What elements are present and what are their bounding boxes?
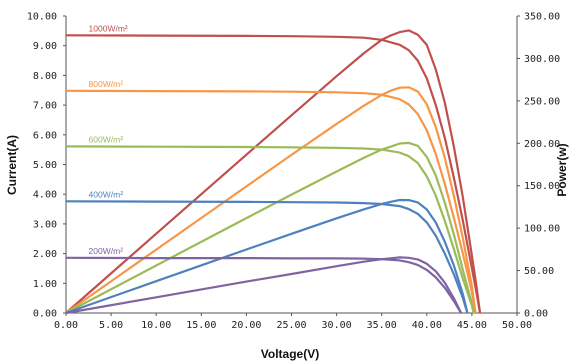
pv-curve [65,86,477,314]
y-tick-label: 2.00 [33,249,57,260]
y-tick-label: 3.00 [33,219,57,230]
iv-curve [65,34,482,314]
y-tick-label: 4.00 [33,190,57,201]
iv-curve [65,89,477,314]
iv-curve [65,256,463,314]
x-axis-ticks: 0.00 5.00 10.00 15.00 20.00 25.00 30.00 35.00 40… [54,313,532,331]
y2-tick-label: 100.00 [524,224,560,235]
irradiance-label: 1000W/m² [89,23,128,33]
irradiance-label: 600W/m² [89,134,124,144]
irradiance-label: 800W/m² [89,79,124,89]
y2-tick-label: 300.00 [524,54,560,65]
y-tick-label: 5.00 [33,160,57,171]
x-tick-label: 40.00 [412,320,442,331]
irradiance-label: 200W/m² [89,246,124,256]
y2-tick-label: 250.00 [524,96,560,107]
y-tick-label: 6.00 [33,130,57,141]
x-tick-label: 25.00 [276,320,306,331]
y-tick-label: 9.00 [33,41,57,52]
curves [65,29,482,315]
x-tick-label: 30.00 [322,320,352,331]
iv-curve [65,200,469,314]
y-tick-label: 1.00 [33,279,57,290]
y2-tick-label: 350.00 [524,12,560,23]
x-tick-label: 45.00 [457,320,487,331]
x-axis-title: Voltage(V) [261,347,319,361]
y2-axis-title: Power(w) [555,143,569,196]
pv-curve [65,29,482,314]
pv-curve [65,141,475,314]
y2-tick-label: 50.00 [524,266,554,277]
x-tick-label: 0.00 [54,320,78,331]
y2-tick-label: 200.00 [524,139,560,150]
pv-curve [65,198,469,315]
pv-curve [65,256,463,315]
y2-tick-label: 0.00 [524,309,548,320]
irradiance-labels: 1000W/m² 800W/m² 600W/m² 400W/m² 200W/m² [89,23,128,255]
x-tick-label: 35.00 [367,320,397,331]
iv-curve [65,145,475,314]
y-tick-label: 10.00 [27,12,57,23]
y-tick-label: 0.00 [33,309,57,320]
x-tick-label: 10.00 [141,320,171,331]
x-tick-label: 50.00 [502,320,532,331]
y-tick-label: 7.00 [33,101,57,112]
y-axis-ticks: 0.00 1.00 2.00 3.00 4.00 5.00 6.00 7.00 8.00 9.00… [27,12,66,320]
y-tick-label: 8.00 [33,71,57,82]
y2-axis-ticks: 0.00 50.00 100.00 150.00 200.00 250.00 300.00 3… [517,12,560,320]
y2-tick-label: 150.00 [524,181,560,192]
plot-frame [65,16,518,314]
x-tick-label: 20.00 [231,320,261,331]
y-axis-title: Current(A) [5,135,19,195]
x-tick-label: 15.00 [186,320,216,331]
x-tick-label: 5.00 [99,320,123,331]
irradiance-label: 400W/m² [89,189,124,199]
